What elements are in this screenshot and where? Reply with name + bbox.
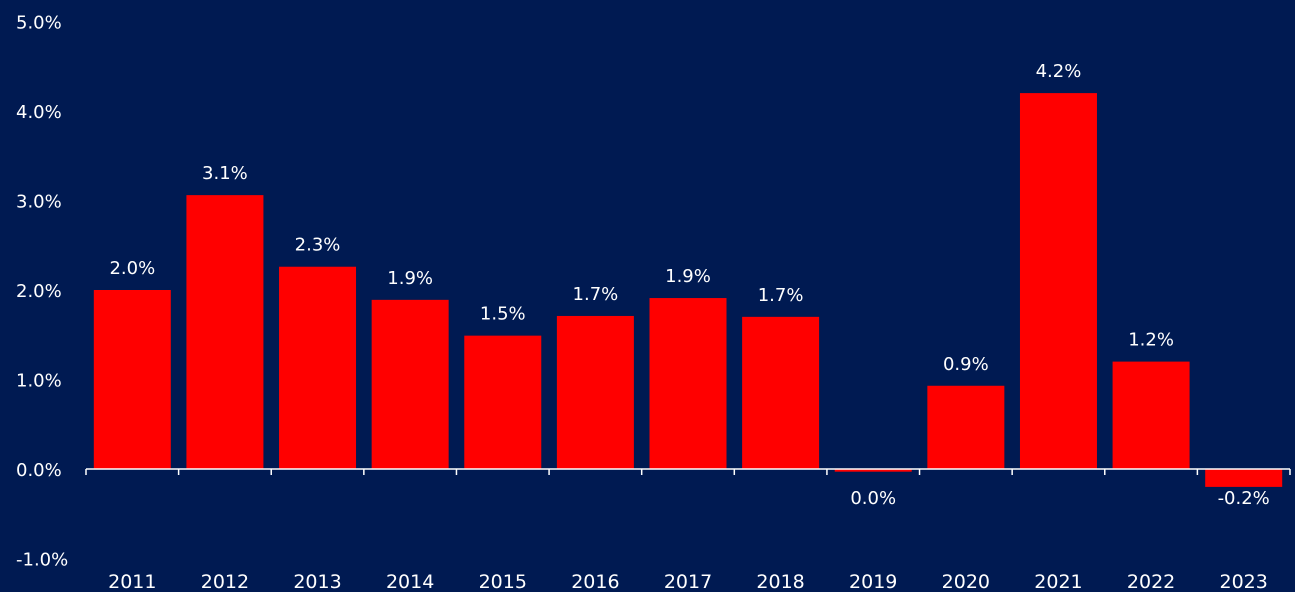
y-tick-label: 4.0% [16, 102, 62, 123]
bar-2020 [927, 385, 1005, 469]
x-tick-label: 2011 [108, 571, 156, 592]
data-label: 1.9% [387, 268, 433, 289]
bar-2022 [1112, 361, 1190, 469]
x-tick-label: 2020 [942, 571, 990, 592]
data-label: 1.5% [480, 304, 526, 325]
data-label: 1.9% [665, 266, 711, 287]
bar-2023 [1205, 469, 1283, 487]
x-tick-label: 2015 [479, 571, 527, 592]
bar-2012 [186, 195, 264, 469]
x-axis-tick-labels: 2011 2012 2013 2014 2015 2016 2017 2018 2019 2020… [108, 571, 1268, 592]
x-tick-label: 2017 [664, 571, 712, 592]
data-label: 2.3% [295, 235, 341, 256]
bar-2021 [1019, 93, 1097, 469]
bar-2019 [834, 469, 912, 472]
x-tick-label: 2023 [1220, 571, 1268, 592]
data-label: 2.0% [109, 258, 155, 279]
x-tick-label: 2018 [756, 571, 804, 592]
data-label: 1.7% [758, 285, 804, 306]
y-axis-tick-labels: 5.0% 4.0% 3.0% 2.0% 1.0% 0.0% -1.0% [16, 13, 68, 571]
bar-2011 [93, 290, 171, 469]
data-label: 1.2% [1128, 330, 1174, 351]
x-axis [85, 468, 1291, 475]
bar-2016 [556, 315, 634, 469]
bar-2014 [371, 299, 449, 469]
data-labels: 2.0% 3.1% 2.3% 1.9% 1.5% 1.7% 1.9% 1.7% 0.0% 0.9%… [109, 61, 1269, 509]
data-label: 3.1% [202, 163, 248, 184]
data-label: 0.0% [850, 488, 896, 509]
y-tick-label: 5.0% [16, 13, 62, 34]
bar-2018 [742, 316, 820, 469]
y-tick-label: 2.0% [16, 281, 62, 302]
x-tick-label: 2016 [571, 571, 619, 592]
x-tick-label: 2022 [1127, 571, 1175, 592]
x-tick-label: 2019 [849, 571, 897, 592]
bar-2013 [279, 266, 357, 469]
y-tick-label: 1.0% [16, 371, 62, 392]
y-tick-label: -1.0% [16, 550, 68, 571]
bar-2015 [464, 335, 542, 469]
bar-2017 [649, 298, 727, 469]
x-tick-label: 2012 [201, 571, 249, 592]
x-tick-label: 2021 [1034, 571, 1082, 592]
data-label: 0.9% [943, 354, 989, 375]
x-tick-label: 2014 [386, 571, 434, 592]
data-label: 1.7% [573, 284, 619, 305]
bars [93, 93, 1283, 487]
y-tick-label: 0.0% [16, 460, 62, 481]
y-tick-label: 3.0% [16, 192, 62, 213]
data-label: -0.2% [1218, 488, 1270, 509]
data-label: 4.2% [1036, 61, 1082, 82]
x-tick-label: 2013 [293, 571, 341, 592]
